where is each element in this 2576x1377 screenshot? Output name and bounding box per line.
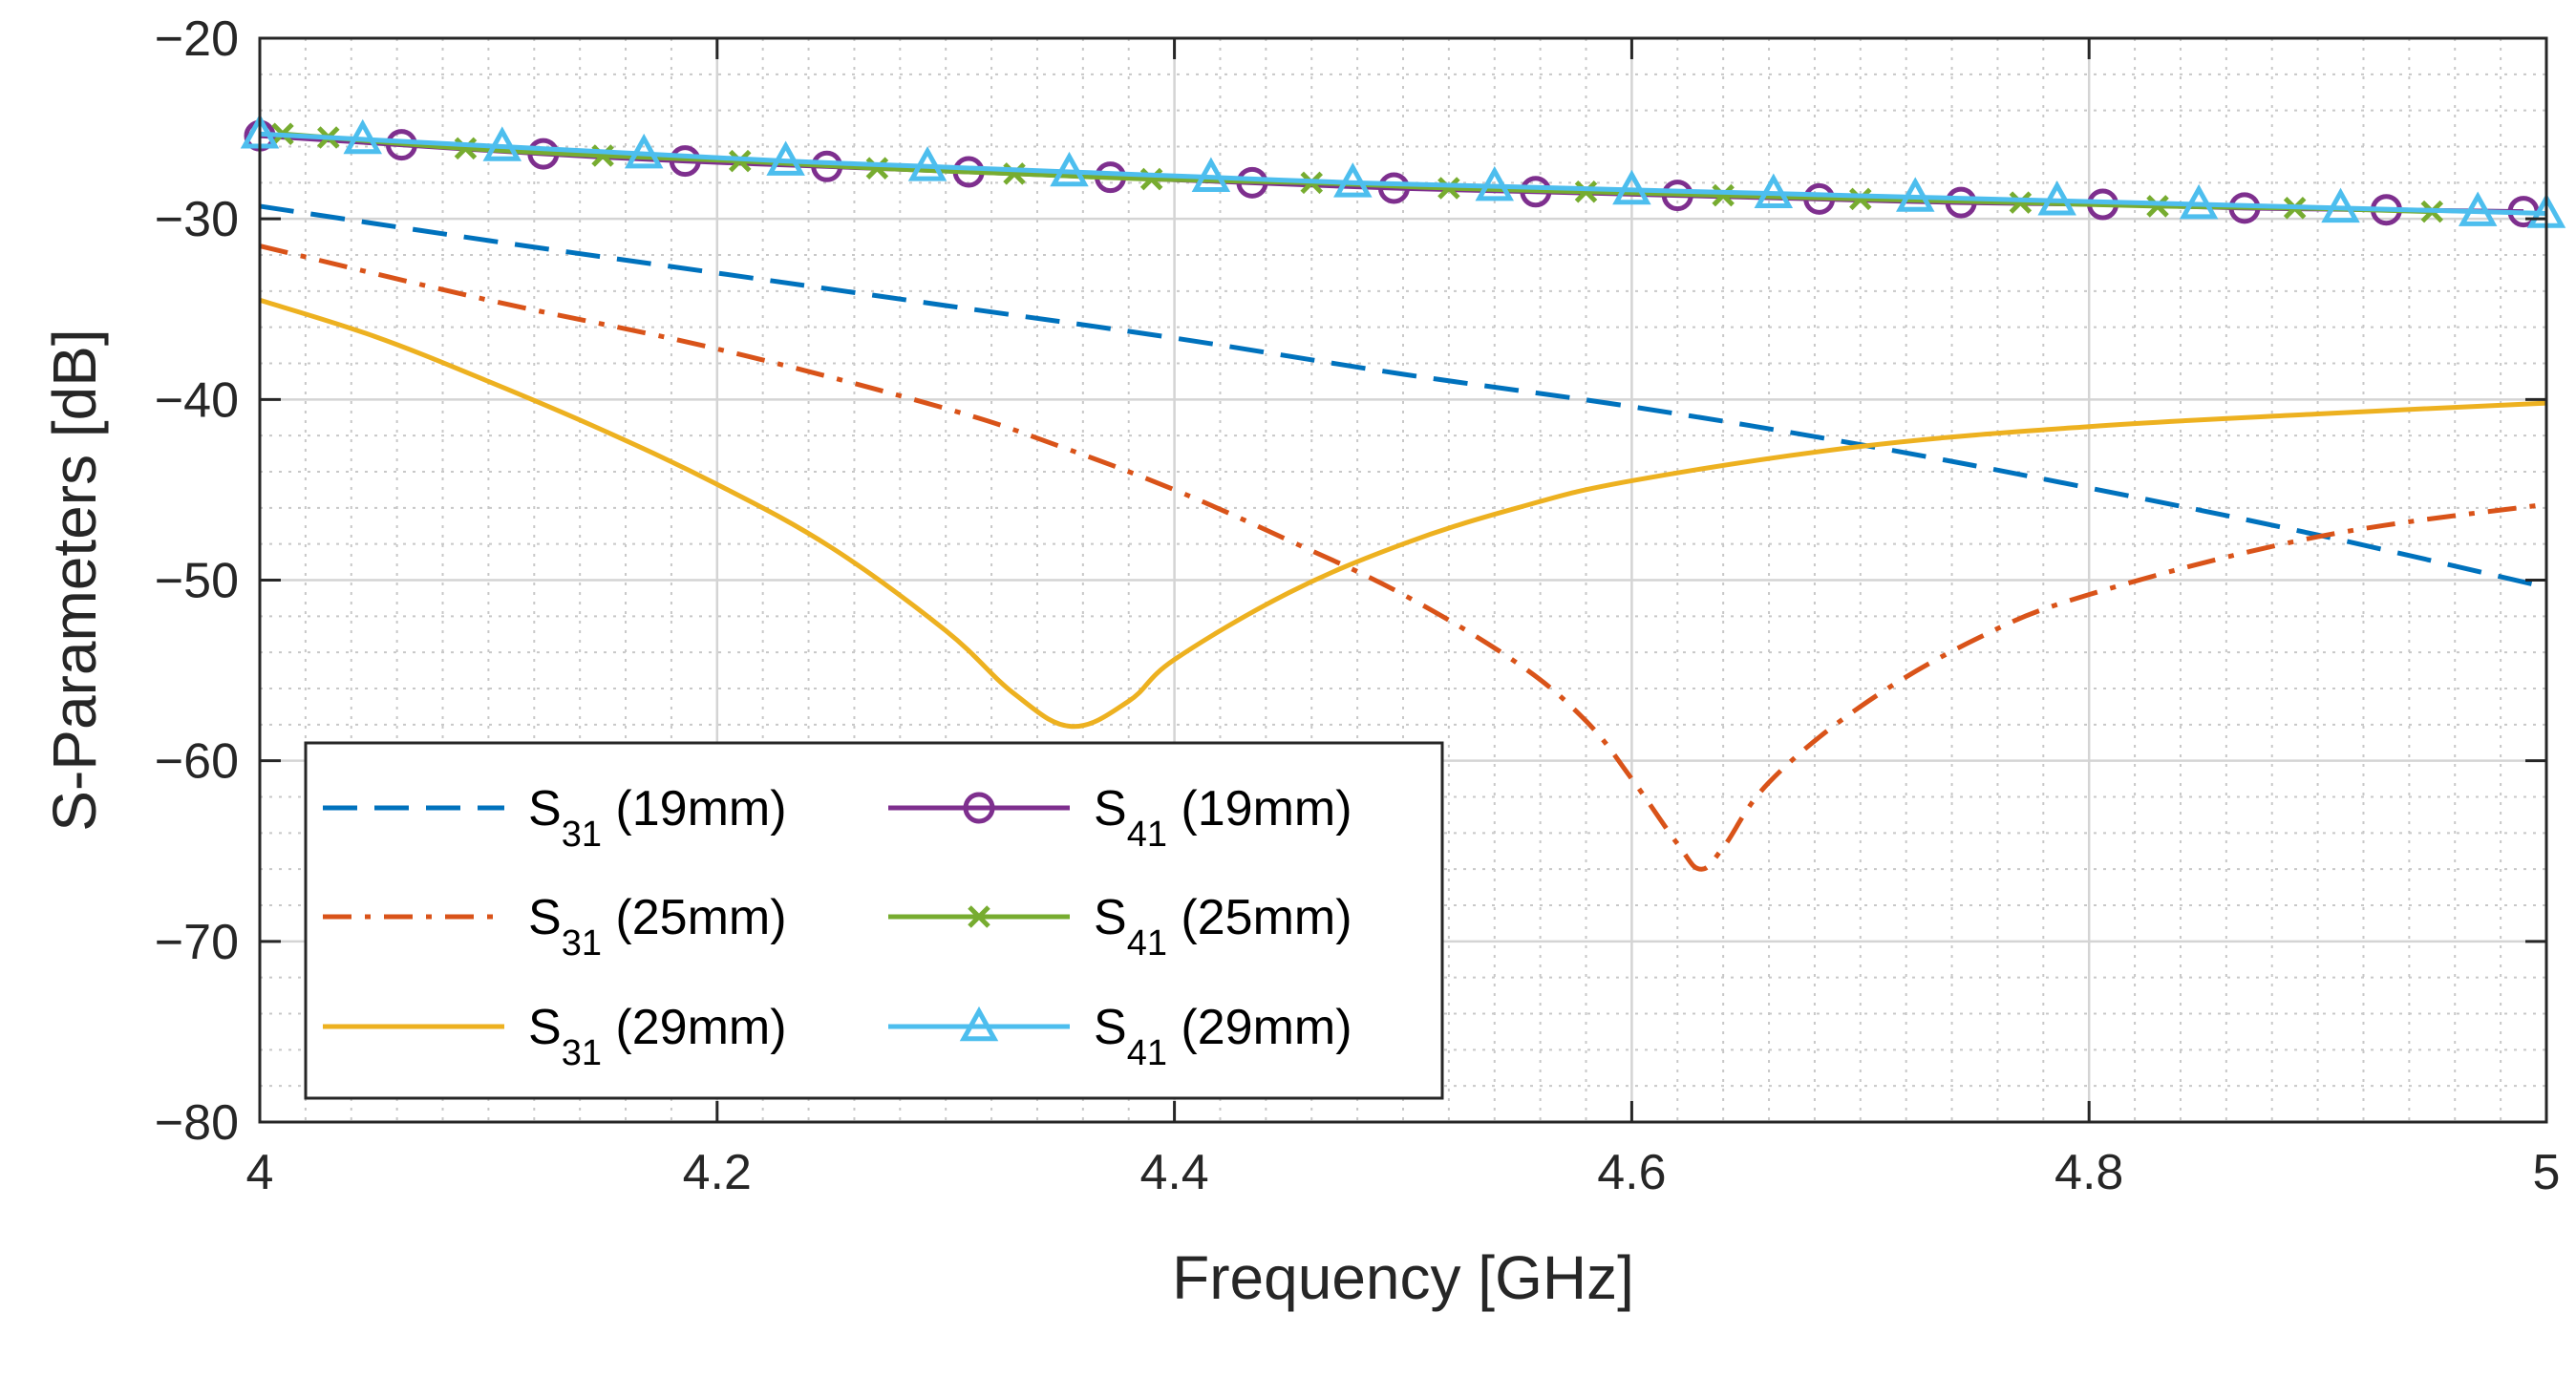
data-point-marker	[343, 118, 382, 155]
legend-label-suffix: (29mm)	[602, 1000, 787, 1055]
x-tick-label: 5	[2533, 1145, 2561, 1200]
y-tick-labels: −80 −70 −60 −50 −40 −30 −20	[155, 11, 239, 1151]
legend: S31 (19mm)S31 (25mm)S31 (29mm)S41 (19mm)…	[304, 741, 1444, 1100]
legend-label-main: S	[528, 890, 562, 945]
legend-item: S41 (19mm)	[888, 781, 1352, 855]
data-point-marker	[2321, 187, 2360, 223]
legend-label-suffix: (19mm)	[1167, 781, 1352, 837]
data-point-marker	[624, 133, 664, 169]
data-point-marker	[1574, 180, 1598, 203]
data-point-marker	[1191, 157, 1231, 192]
series-line	[259, 203, 2547, 590]
legend-label-main: S	[1094, 1000, 1127, 1055]
legend-label-main: S	[1094, 781, 1127, 837]
legend-label-main: S	[528, 781, 562, 837]
y-axis-title: S-Parameters [dB]	[40, 328, 109, 831]
series-41-29mm	[240, 114, 2566, 228]
y-tick-label: −20	[155, 11, 239, 67]
legend-label-suffix: (19mm)	[602, 781, 787, 837]
data-point-marker	[2009, 191, 2033, 214]
legend-label-main: S	[1094, 890, 1127, 945]
series-layer	[240, 114, 2566, 872]
data-point-marker	[2458, 191, 2498, 226]
x-tick-label: 4.2	[683, 1145, 752, 1200]
legend-item: S41 (29mm)	[888, 1000, 1352, 1073]
legend-label-subscript: 31	[562, 815, 602, 855]
data-point-marker	[1050, 151, 1089, 187]
x-tick-label: 4.6	[1597, 1145, 1666, 1200]
y-tick-label: −40	[155, 372, 239, 428]
series-line	[259, 244, 2547, 872]
legend-label: S31 (29mm)	[528, 1000, 787, 1073]
data-point-marker	[907, 146, 947, 181]
data-point-marker	[2179, 183, 2219, 220]
data-point-marker	[865, 157, 889, 180]
data-point-marker	[1475, 165, 1515, 201]
legend-label: S41 (29mm)	[1094, 1000, 1352, 1073]
y-tick-label: −60	[155, 734, 239, 790]
y-tick-label: −70	[155, 915, 239, 970]
axis-ticks	[258, 36, 2548, 1124]
legend-label: S41 (19mm)	[1094, 781, 1352, 855]
y-tick-label: −80	[155, 1095, 239, 1151]
data-point-marker	[766, 140, 805, 176]
legend-marker-sample	[963, 792, 995, 824]
data-point-marker	[1712, 183, 1735, 207]
data-point-marker	[1896, 177, 1935, 212]
x-tick-label: 4.4	[1139, 1145, 1208, 1200]
data-point-marker	[1333, 162, 1373, 198]
x-axis-title: Frequency [GHz]	[1172, 1243, 1634, 1312]
legend-item: S31 (29mm)	[323, 1000, 787, 1073]
data-point-marker	[1754, 173, 1794, 208]
data-point-marker	[1849, 187, 1872, 211]
series-line	[259, 297, 2547, 730]
legend-label-subscript: 31	[562, 1033, 602, 1073]
data-point-marker	[2037, 180, 2076, 216]
series-31-29mm	[259, 297, 2547, 730]
x-tick-label: 4.8	[2054, 1145, 2123, 1200]
legend-label: S41 (25mm)	[1094, 890, 1352, 964]
legend-item: S41 (25mm)	[888, 890, 1352, 964]
legend-label-subscript: 31	[562, 923, 602, 964]
legend-marker-sample	[968, 905, 990, 928]
legend-item: S31 (25mm)	[323, 890, 787, 964]
data-point-marker	[2146, 195, 2169, 218]
legend-label: S31 (19mm)	[528, 781, 787, 855]
x-tick-labels: 4 4.2 4.4 4.6 4.8 5	[246, 1145, 2561, 1200]
y-tick-label: −50	[155, 554, 239, 609]
data-point-marker	[1437, 177, 1460, 200]
legend-box	[304, 741, 1444, 1100]
data-point-marker	[482, 126, 522, 161]
legend-label-subscript: 41	[1127, 1033, 1167, 1073]
legend-marker-sample	[959, 1006, 999, 1042]
legend-label-suffix: (25mm)	[1167, 890, 1352, 945]
legend-item: S31 (19mm)	[323, 781, 787, 855]
legend-label-suffix: (29mm)	[1167, 1000, 1352, 1055]
legend-label-subscript: 41	[1127, 815, 1167, 855]
legend-label-main: S	[528, 1000, 562, 1055]
legend-label-subscript: 41	[1127, 923, 1167, 964]
data-point-marker	[1612, 169, 1651, 205]
series-31-19mm	[259, 203, 2547, 590]
x-tick-label: 4	[246, 1145, 274, 1200]
y-tick-label: −30	[155, 192, 239, 247]
legend-label-suffix: (25mm)	[602, 890, 787, 945]
series-31-25mm	[259, 244, 2547, 872]
legend-label: S31 (25mm)	[528, 890, 787, 964]
